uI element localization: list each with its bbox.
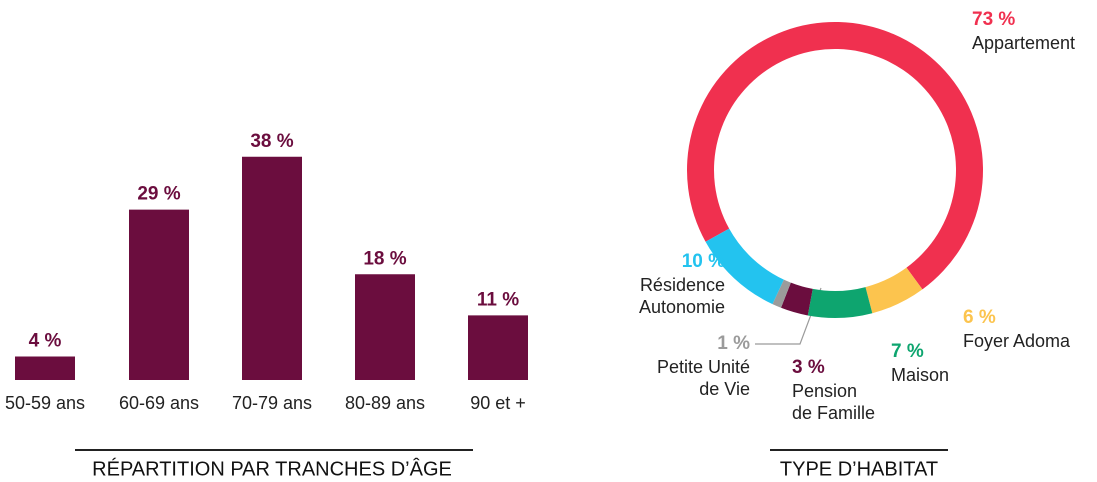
value-label: 18 % (363, 248, 406, 269)
donut-segment (772, 279, 791, 308)
value-label: 73 % (972, 9, 1015, 30)
bar (468, 315, 528, 380)
donut-title: TYPE D’HABITAT (780, 458, 938, 480)
value-label: 6 % (963, 307, 996, 328)
value-label: 7 % (891, 341, 924, 362)
value-label: 38 % (250, 131, 293, 152)
segment-label: Résidence Autonomie (639, 275, 725, 317)
donut-segment (705, 228, 784, 305)
value-label: 10 % (682, 251, 725, 272)
segment-label: Pension de Famille (792, 381, 875, 423)
bar (242, 156, 302, 380)
x-tick-label: 80-89 ans (345, 393, 425, 413)
value-label: 1 % (717, 333, 750, 354)
bar-title: RÉPARTITION PAR TRANCHES D’ÂGE (92, 457, 452, 480)
donut-segment (865, 267, 923, 314)
x-tick-label: 90 et + (470, 393, 526, 413)
value-label: 3 % (792, 357, 825, 378)
bar (15, 356, 75, 380)
donut-segment (807, 287, 873, 319)
donut-segment (780, 282, 813, 316)
value-label: 29 % (137, 184, 180, 205)
value-label: 11 % (477, 289, 519, 310)
x-tick-label: 70-79 ans (232, 393, 312, 413)
segment-label: Appartement (972, 33, 1075, 53)
x-tick-label: 60-69 ans (119, 393, 199, 413)
bar (355, 274, 415, 380)
segment-label: Foyer Adoma (963, 331, 1071, 351)
value-label: 4 % (29, 331, 62, 352)
segment-label: Maison (891, 365, 949, 385)
x-tick-label: 50-59 ans (5, 393, 85, 413)
bar (129, 209, 189, 380)
segment-label: Petite Unité de Vie (657, 357, 750, 399)
